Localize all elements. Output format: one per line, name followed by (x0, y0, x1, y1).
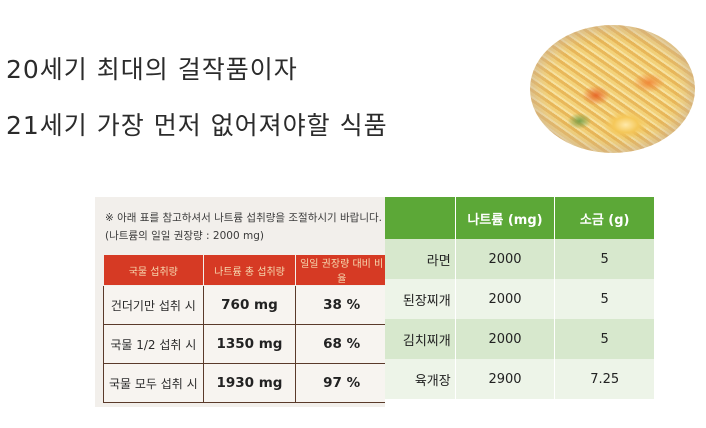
package-row-label: 국물 1/2 섭취 시 (103, 324, 204, 364)
comparison-food: 육개장 (385, 359, 456, 399)
comparison-sodium: 2900 (455, 359, 556, 399)
comparison-sodium: 2000 (455, 319, 556, 359)
comparison-col-header: 나트륨 (mg) (455, 197, 556, 239)
comparison-salt: 5 (554, 279, 655, 319)
comparison-food: 라면 (385, 239, 456, 279)
comparison-table-header: 나트륨 (mg) 소금 (g) (385, 197, 655, 239)
ramen-bowl-photo (530, 25, 695, 153)
comparison-col-header: 소금 (g) (554, 197, 655, 239)
comparison-table-row: 김치찌개 2000 5 (385, 319, 655, 359)
comparison-table-row: 육개장 2900 7.25 (385, 359, 655, 399)
package-col-header: 나트륨 총 섭취량 (202, 254, 297, 286)
package-table-row: 국물 1/2 섭취 시 1350 mg 68 % (103, 324, 385, 364)
package-nutrition-photo: ※ 아래 표를 참고하셔서 나트륨 섭취량을 조절하시기 바랍니다. (나트륨의… (95, 197, 385, 407)
comparison-salt: 5 (554, 239, 655, 279)
comparison-salt: 5 (554, 319, 655, 359)
comparison-table-row: 된장찌개 2000 5 (385, 279, 655, 319)
comparison-salt: 7.25 (554, 359, 655, 399)
package-row-ratio: 38 % (295, 285, 385, 325)
package-table-row: 국물 모두 섭취 시 1930 mg 97 % (103, 363, 385, 403)
headline-line-2: 21세기 가장 먼저 없어져야할 식품 (6, 111, 388, 140)
comparison-sodium: 2000 (455, 239, 556, 279)
package-row-sodium: 1930 mg (202, 363, 297, 403)
package-row-ratio: 68 % (295, 324, 385, 364)
comparison-food: 김치찌개 (385, 319, 456, 359)
comparison-table-row: 라면 2000 5 (385, 239, 655, 279)
package-note: ※ 아래 표를 참고하셔서 나트륨 섭취량을 조절하시기 바랍니다. (105, 212, 382, 224)
package-col-header: 일일 권장량 대비 비율 (295, 254, 385, 286)
package-sodium-table: 국물 섭취량 나트륨 총 섭취량 일일 권장량 대비 비율 건더기만 섭취 시 … (103, 254, 385, 403)
package-daily-recommendation: (나트륨의 일일 권장량 : 2000 mg) (105, 230, 264, 242)
comparison-food: 된장찌개 (385, 279, 456, 319)
package-row-sodium: 760 mg (202, 285, 297, 325)
package-row-label: 국물 모두 섭취 시 (103, 363, 204, 403)
comparison-col-header (385, 197, 456, 239)
package-row-sodium: 1350 mg (202, 324, 297, 364)
comparison-sodium: 2000 (455, 279, 556, 319)
sodium-comparison-table: 나트륨 (mg) 소금 (g) 라면 2000 5 된장찌개 2000 5 김치… (385, 197, 655, 399)
package-row-label: 건더기만 섭취 시 (103, 285, 204, 325)
package-table-row: 건더기만 섭취 시 760 mg 38 % (103, 285, 385, 325)
package-table-header: 국물 섭취량 나트륨 총 섭취량 일일 권장량 대비 비율 (103, 254, 385, 286)
package-row-ratio: 97 % (295, 363, 385, 403)
headline-line-1: 20세기 최대의 걸작품이자 (6, 55, 298, 84)
package-col-header: 국물 섭취량 (103, 254, 204, 286)
